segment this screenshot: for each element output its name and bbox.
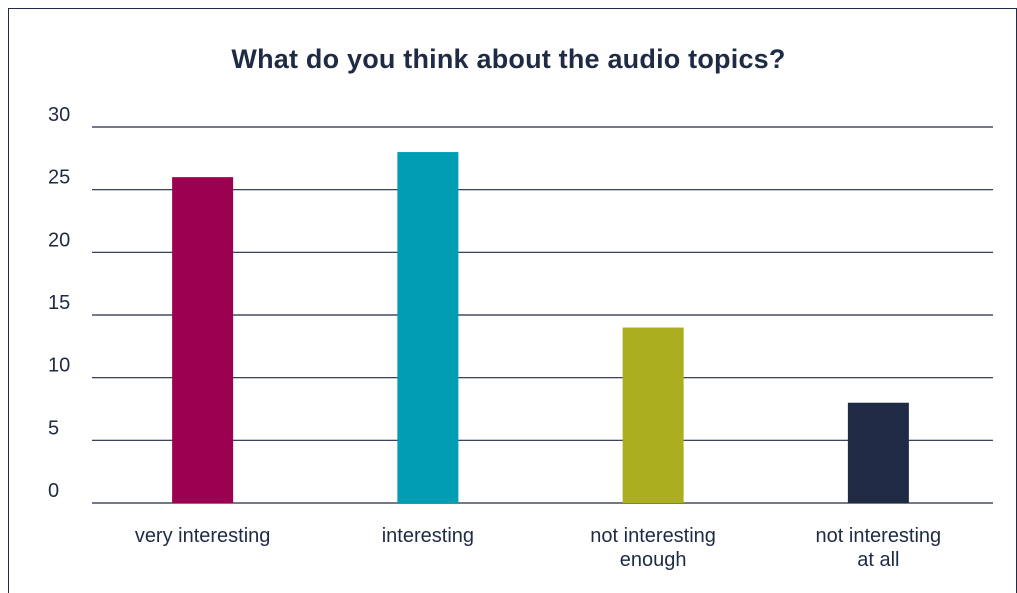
x-tick-label: not interesting at all (816, 525, 942, 571)
bar (172, 177, 234, 503)
y-tick-label: 20 (48, 229, 70, 251)
y-tick-label: 10 (48, 355, 70, 377)
y-tick-label: 30 (48, 104, 70, 126)
chart-title: What do you think about the audio topics… (231, 44, 786, 74)
x-axis-ticks: very interesting interesting not interesti… (135, 525, 941, 571)
y-tick-label: 5 (48, 417, 59, 439)
x-tick-label: very interesting (135, 525, 271, 547)
x-tick-label: interesting (382, 525, 474, 547)
y-axis-ticks: 0 5 10 15 20 25 30 (48, 104, 70, 502)
y-tick-label: 0 (48, 480, 59, 502)
bar (622, 327, 684, 503)
bar (397, 152, 459, 504)
y-tick-label: 15 (48, 292, 70, 314)
bars (172, 152, 909, 504)
bar (847, 402, 909, 503)
y-tick-label: 25 (48, 167, 70, 189)
gridlines (92, 126, 993, 504)
x-tick-label: not interesting enough (590, 525, 716, 571)
